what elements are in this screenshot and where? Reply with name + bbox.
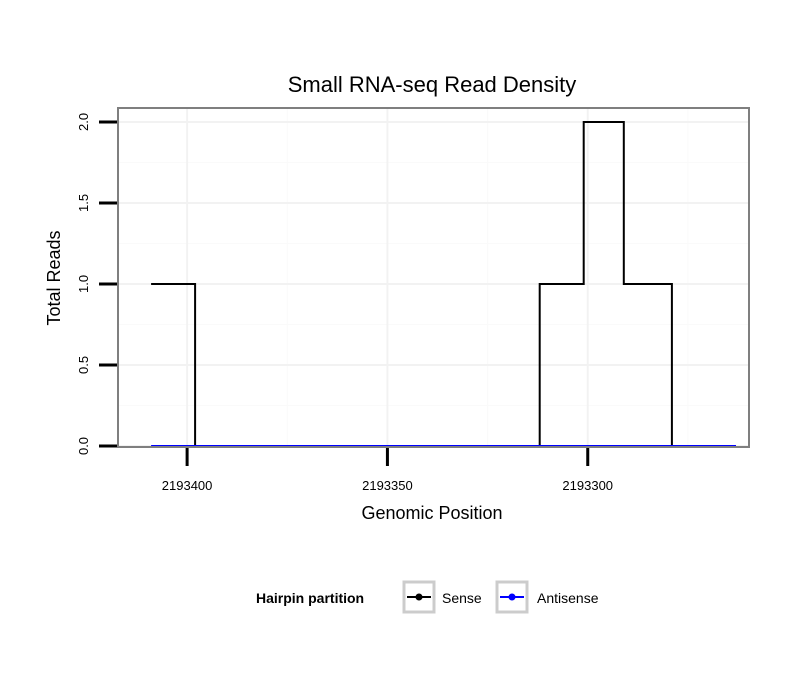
legend-label-sense: Sense: [442, 590, 482, 606]
chart-title: Small RNA-seq Read Density: [288, 72, 577, 97]
legend-key-antisense-box: [495, 580, 529, 614]
legend-key-sense-point: [415, 593, 423, 601]
grid-major: [119, 109, 748, 447]
y-tick-label: 0.5: [76, 356, 91, 374]
x-tick-label: 2193300: [562, 478, 613, 493]
x-axis-title: Genomic Position: [361, 503, 502, 523]
legend-title: Hairpin partition: [256, 590, 364, 606]
plot-panel-border: [117, 107, 750, 448]
legend-key-sense-box: [402, 580, 436, 614]
y-axis: 0.0 0.5 1.0 1.5 2.0: [76, 113, 117, 455]
x-tick-label: 2193400: [162, 478, 213, 493]
y-tick-label: 1.0: [76, 275, 91, 293]
legend-key-antisense-point: [508, 593, 516, 601]
legend-label-antisense: Antisense: [537, 590, 599, 606]
x-tick-label: 2193350: [362, 478, 413, 493]
x-axis: 2193400 2193350 2193300: [162, 448, 613, 493]
y-tick-label: 0.0: [76, 437, 91, 455]
series-line-sense: [151, 121, 736, 447]
grid-minor: [119, 109, 748, 446]
legend: Hairpin partition Sense Antisense: [256, 580, 599, 614]
y-axis-title: Total Reads: [44, 230, 64, 325]
y-tick-label: 1.5: [76, 194, 91, 212]
y-tick-label: 2.0: [76, 113, 91, 131]
